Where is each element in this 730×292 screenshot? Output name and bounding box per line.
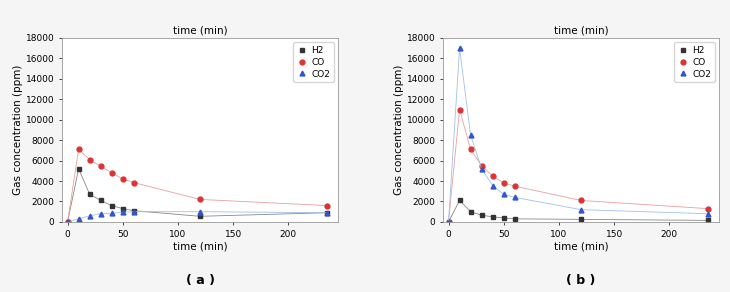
Line: CO2: CO2 — [446, 46, 710, 224]
CO2 — [96, 212, 105, 215]
Text: ( a ): ( a ) — [185, 274, 215, 287]
H2 — [488, 215, 497, 218]
H2 — [96, 199, 105, 202]
CO — [64, 220, 72, 224]
CO — [85, 158, 94, 161]
CO — [74, 148, 83, 151]
CO — [510, 185, 519, 188]
Y-axis label: Gas concentration (ppm): Gas concentration (ppm) — [13, 65, 23, 195]
H2 — [466, 210, 475, 213]
CO2 — [64, 220, 72, 224]
Y-axis label: Gas concentration (ppm): Gas concentration (ppm) — [393, 65, 404, 195]
CO2 — [107, 211, 116, 215]
CO — [323, 204, 331, 207]
H2 — [107, 204, 116, 207]
CO — [488, 174, 497, 178]
X-axis label: time (min): time (min) — [173, 241, 227, 251]
CO — [466, 148, 475, 151]
H2 — [64, 220, 72, 224]
H2 — [499, 216, 508, 220]
CO — [444, 220, 453, 224]
CO2 — [323, 211, 331, 214]
CO2 — [444, 220, 453, 224]
Line: CO: CO — [446, 107, 710, 224]
X-axis label: time (min): time (min) — [554, 241, 608, 251]
H2 — [510, 217, 519, 221]
CO2 — [118, 211, 127, 214]
CO — [456, 108, 464, 111]
CO — [704, 207, 712, 210]
CO — [499, 181, 508, 185]
CO2 — [477, 167, 486, 171]
CO2 — [704, 212, 712, 215]
Title: time (min): time (min) — [554, 26, 608, 36]
Line: H2: H2 — [65, 166, 329, 224]
Line: CO: CO — [65, 147, 329, 224]
CO2 — [129, 210, 138, 213]
H2 — [444, 220, 453, 224]
CO2 — [466, 133, 475, 137]
CO — [577, 199, 585, 202]
CO — [477, 164, 486, 168]
CO — [96, 164, 105, 168]
CO2 — [577, 208, 585, 211]
CO — [129, 181, 138, 184]
CO — [107, 171, 116, 175]
H2 — [74, 167, 83, 171]
H2 — [196, 215, 204, 218]
H2 — [704, 219, 712, 222]
CO2 — [85, 214, 94, 218]
CO — [196, 198, 204, 201]
Title: time (min): time (min) — [173, 26, 227, 36]
CO2 — [456, 46, 464, 50]
H2 — [323, 211, 331, 214]
Line: CO2: CO2 — [65, 209, 329, 224]
CO2 — [74, 217, 83, 221]
CO2 — [510, 196, 519, 199]
Legend: H2, CO, CO2: H2, CO, CO2 — [674, 42, 715, 82]
CO2 — [488, 184, 497, 187]
CO — [118, 177, 127, 181]
H2 — [85, 193, 94, 196]
Text: ( b ): ( b ) — [566, 274, 596, 287]
Line: H2: H2 — [446, 198, 710, 224]
CO2 — [499, 193, 508, 196]
H2 — [118, 207, 127, 210]
CO2 — [196, 210, 204, 213]
Legend: H2, CO, CO2: H2, CO, CO2 — [293, 42, 334, 82]
H2 — [456, 199, 464, 202]
H2 — [477, 213, 486, 217]
H2 — [577, 218, 585, 221]
H2 — [129, 209, 138, 213]
